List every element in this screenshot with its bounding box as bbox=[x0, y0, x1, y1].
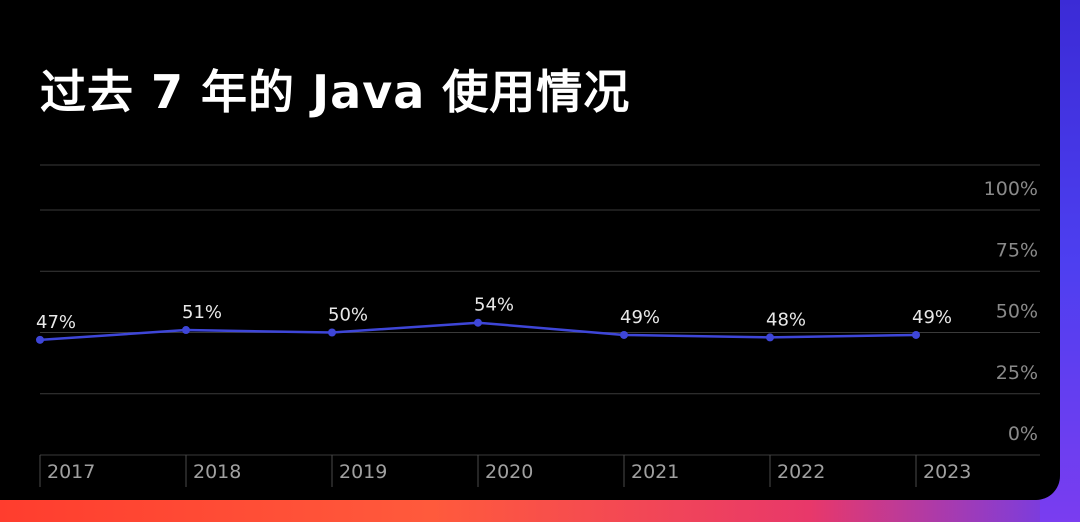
data-label: 48% bbox=[766, 309, 806, 330]
x-tick-label: 2020 bbox=[485, 461, 533, 483]
data-label: 50% bbox=[328, 305, 368, 326]
data-label: 54% bbox=[474, 295, 514, 316]
x-tick-label: 2017 bbox=[47, 461, 95, 483]
x-tick-label: 2018 bbox=[193, 461, 241, 483]
data-point bbox=[182, 326, 190, 335]
data-point bbox=[766, 333, 774, 342]
y-tick-label: 75% bbox=[996, 239, 1038, 261]
line-chart: 100% 75% 50% 25% 0% 2017 2018 2019 2020 2021 2022 2… bbox=[36, 164, 1040, 487]
chart-card: 过去 7 年的 Java 使用情况 100% 75% 50% 25% 0% 2017 201… bbox=[0, 0, 1060, 500]
chart-title: 过去 7 年的 Java 使用情况 bbox=[40, 65, 631, 119]
x-tick-label: 2022 bbox=[777, 461, 825, 483]
data-point bbox=[328, 328, 336, 337]
y-tick-label: 0% bbox=[1008, 423, 1038, 445]
y-tick-label: 25% bbox=[996, 362, 1038, 384]
data-label: 49% bbox=[912, 307, 952, 328]
data-label: 51% bbox=[182, 302, 222, 323]
x-tick-label: 2023 bbox=[923, 461, 971, 483]
y-tick-label: 50% bbox=[996, 301, 1038, 323]
data-point bbox=[620, 330, 628, 339]
data-label: 47% bbox=[36, 312, 76, 333]
x-tick-label: 2021 bbox=[631, 461, 679, 483]
x-tick-label: 2019 bbox=[339, 461, 387, 483]
data-point bbox=[474, 318, 482, 327]
data-point bbox=[36, 335, 44, 344]
y-tick-label: 100% bbox=[984, 178, 1038, 200]
data-label: 49% bbox=[620, 307, 660, 328]
data-point bbox=[912, 330, 920, 339]
